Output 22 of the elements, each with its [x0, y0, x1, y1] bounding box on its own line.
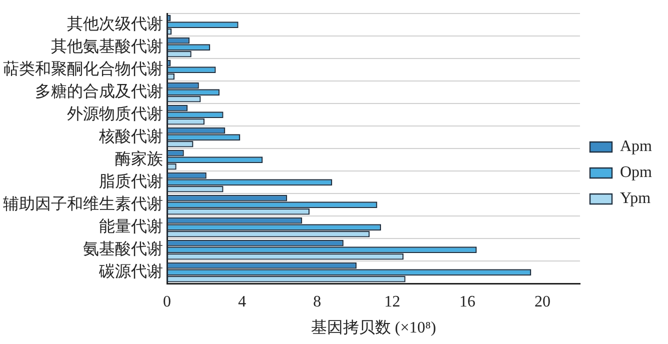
x-tick-label: 16	[459, 293, 476, 310]
legend-label: Ypm	[620, 190, 652, 208]
y-tick-label: 能量代谢	[99, 218, 163, 236]
y-tick-label: 多糖的合成及代谢	[35, 82, 163, 101]
y-tick-label: 核酸代谢	[98, 128, 163, 146]
y-tick-label: 其他次级代谢	[67, 15, 163, 34]
x-tick-label: 4	[238, 293, 246, 310]
legend-label: Apm	[620, 138, 653, 156]
y-tick-label: 碳源代谢	[98, 262, 163, 281]
y-tick-label: 其他氨基酸代谢	[51, 38, 163, 56]
y-tick-label: 氨基酸代谢	[83, 240, 163, 258]
y-tick-label: 萜类和聚酮化合物代谢	[3, 60, 163, 78]
x-tick-label: 8	[313, 293, 322, 310]
legend-label: Opm	[620, 164, 653, 182]
x-tick-label: 20	[534, 293, 550, 310]
y-tick-label: 外源物质代谢	[67, 105, 163, 124]
x-tick-label: 12	[384, 293, 400, 310]
y-tick-label: 酶家族	[115, 150, 163, 168]
x-tick-label: 0	[163, 293, 171, 310]
x-axis-title: 基因拷贝数 (×10⁸)	[310, 318, 436, 337]
y-tick-label: 辅助因子和维生素代谢	[3, 195, 163, 214]
y-tick-label: 脂质代谢	[99, 172, 163, 191]
